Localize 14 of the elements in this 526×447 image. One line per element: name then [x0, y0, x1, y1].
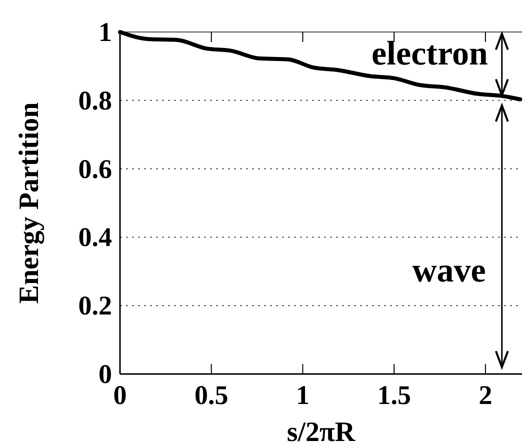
- y-tick-label: 0.6: [78, 154, 112, 184]
- x-axis-title: s/2πR: [286, 417, 356, 447]
- y-tick-label: 0.4: [78, 222, 112, 252]
- x-tick-label: 0.5: [194, 380, 228, 410]
- y-tick-label: 1: [98, 17, 112, 47]
- y-tick-label: 0.8: [78, 85, 112, 116]
- annotation: electron: [371, 35, 488, 72]
- x-tick-label: 2: [478, 380, 492, 410]
- y-axis-title: Energy Partition: [14, 102, 45, 304]
- x-tick-label: 1.5: [377, 380, 411, 410]
- x-tick-label: 1: [296, 380, 310, 410]
- y-tick-label: 0: [98, 359, 112, 389]
- y-tick-label: 0.2: [78, 290, 112, 321]
- annotation: wave: [412, 252, 486, 290]
